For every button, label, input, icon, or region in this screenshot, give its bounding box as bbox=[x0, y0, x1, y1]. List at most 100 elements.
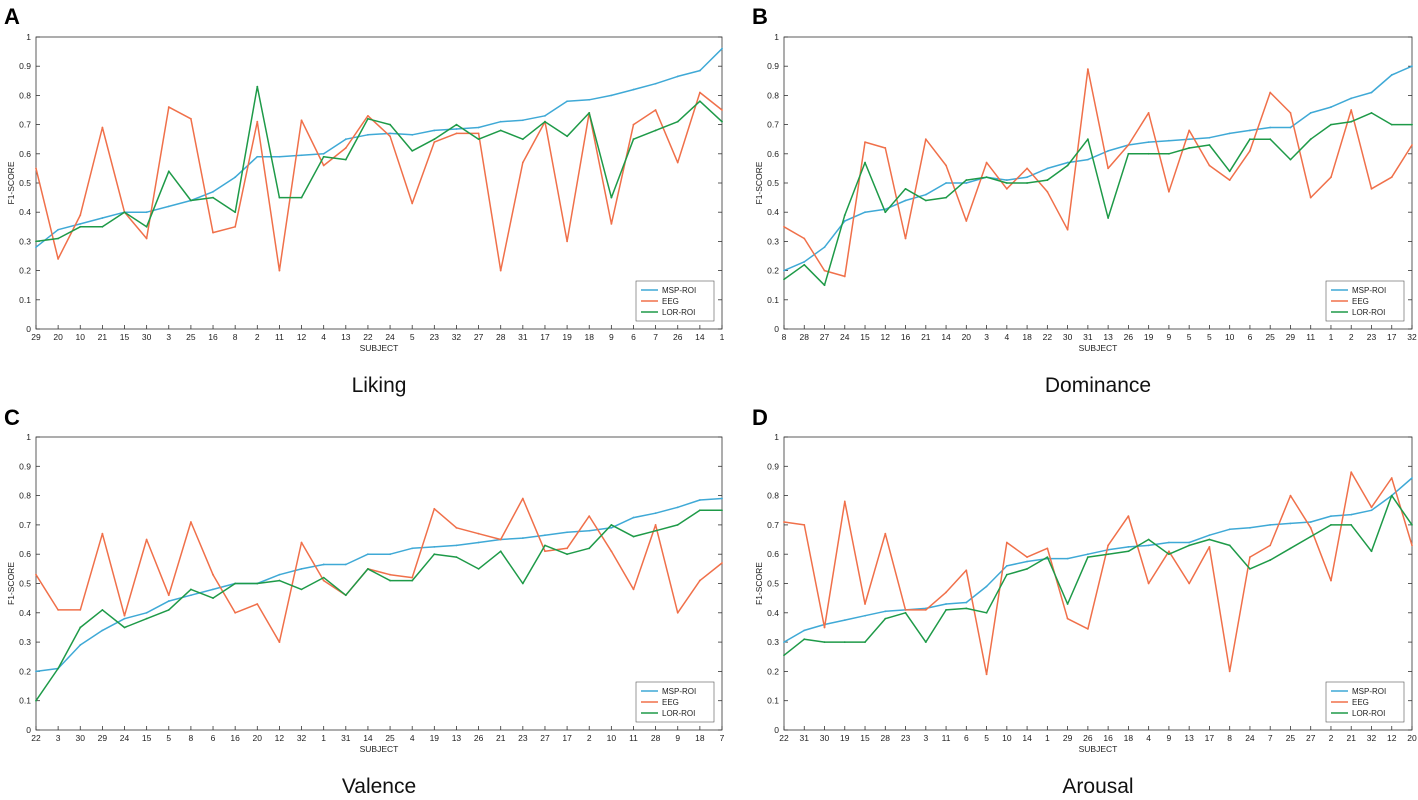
legend-label: MSP-ROI bbox=[1352, 286, 1386, 295]
data-point bbox=[676, 161, 679, 164]
x-tick-label: 15 bbox=[860, 733, 870, 743]
legend-label: EEG bbox=[1352, 698, 1369, 707]
x-tick-label: 20 bbox=[1407, 733, 1417, 743]
y-axis-label: F1-SCORE bbox=[6, 562, 16, 605]
y-tick-label: 0.6 bbox=[767, 549, 779, 559]
data-point bbox=[1086, 138, 1089, 141]
data-point bbox=[123, 614, 126, 617]
data-point bbox=[1390, 123, 1393, 126]
data-point bbox=[945, 182, 947, 184]
data-point bbox=[1350, 471, 1353, 474]
y-tick-label: 0.6 bbox=[19, 549, 31, 559]
data-point bbox=[654, 524, 657, 526]
data-point bbox=[654, 529, 657, 532]
data-point bbox=[212, 190, 214, 193]
x-tick-label: 1 bbox=[720, 332, 725, 342]
data-point bbox=[566, 135, 568, 138]
x-tick-label: 20 bbox=[253, 733, 263, 743]
data-point bbox=[256, 120, 259, 123]
data-point bbox=[924, 138, 927, 141]
data-point bbox=[654, 129, 657, 132]
x-tick-label: 7 bbox=[720, 733, 725, 743]
data-point bbox=[610, 222, 613, 225]
data-point bbox=[344, 138, 347, 141]
y-tick-label: 0.1 bbox=[767, 295, 779, 305]
x-tick-label: 18 bbox=[695, 733, 705, 743]
data-point bbox=[322, 155, 325, 158]
data-point bbox=[1228, 132, 1231, 135]
data-point bbox=[300, 541, 303, 544]
x-tick-label: 6 bbox=[211, 733, 216, 743]
data-point bbox=[1411, 65, 1413, 68]
x-tick-label: 11 bbox=[629, 733, 638, 743]
legend-label: EEG bbox=[662, 698, 679, 707]
data-point bbox=[566, 240, 568, 243]
data-point bbox=[79, 608, 82, 611]
x-tick-label: 10 bbox=[1225, 332, 1235, 342]
legend: MSP-ROI EEG LOR-ROI bbox=[1325, 681, 1405, 723]
data-point bbox=[411, 547, 414, 550]
y-tick-label: 0.1 bbox=[19, 295, 31, 305]
data-point bbox=[965, 182, 968, 184]
data-point bbox=[212, 196, 214, 199]
y-tick-label: 1 bbox=[774, 432, 779, 442]
data-point bbox=[57, 258, 60, 260]
x-tick-label: 16 bbox=[1103, 733, 1113, 743]
data-point bbox=[322, 164, 325, 167]
data-point bbox=[610, 196, 613, 199]
data-point bbox=[234, 225, 237, 228]
x-tick-label: 17 bbox=[562, 733, 572, 743]
data-point bbox=[190, 117, 192, 120]
data-point bbox=[843, 214, 846, 217]
data-point bbox=[300, 119, 303, 122]
data-point bbox=[588, 547, 591, 550]
data-point bbox=[1107, 553, 1110, 556]
y-tick-label: 0.9 bbox=[19, 461, 31, 471]
data-point bbox=[676, 120, 679, 123]
data-point bbox=[499, 120, 502, 123]
data-point bbox=[698, 69, 701, 72]
data-point bbox=[35, 573, 37, 576]
data-point bbox=[676, 611, 679, 614]
x-tick-label: 5 bbox=[1207, 332, 1212, 342]
data-point bbox=[864, 641, 866, 643]
x-axis-label: SUBJECT bbox=[1079, 744, 1118, 754]
data-point bbox=[411, 149, 414, 152]
data-point bbox=[256, 603, 259, 605]
data-point bbox=[1390, 176, 1393, 179]
data-point bbox=[698, 499, 701, 501]
data-point bbox=[212, 573, 214, 576]
data-point bbox=[1188, 138, 1191, 141]
data-point bbox=[843, 619, 846, 622]
data-point bbox=[884, 617, 887, 620]
x-tick-label: 24 bbox=[840, 332, 850, 342]
data-point bbox=[433, 138, 436, 141]
panel-letter: A bbox=[4, 4, 20, 29]
x-tick-label: 31 bbox=[518, 332, 528, 342]
x-tick-label: 21 bbox=[496, 733, 506, 743]
data-point bbox=[1086, 556, 1089, 559]
x-tick-label: 24 bbox=[120, 733, 130, 743]
data-point bbox=[477, 567, 480, 570]
x-tick-label: 27 bbox=[540, 733, 550, 743]
data-point bbox=[1208, 136, 1211, 139]
data-point bbox=[1309, 526, 1312, 529]
data-point bbox=[632, 535, 635, 538]
x-tick-label: 8 bbox=[189, 733, 194, 743]
y-tick-label: 0.6 bbox=[19, 149, 31, 159]
y-tick-label: 0.2 bbox=[767, 266, 779, 276]
y-tick-label: 0 bbox=[26, 324, 31, 334]
x-tick-label: 23 bbox=[1367, 332, 1377, 342]
data-point bbox=[35, 167, 37, 170]
data-point bbox=[1370, 112, 1373, 114]
data-point bbox=[278, 573, 281, 576]
data-point bbox=[322, 152, 325, 155]
x-tick-label: 30 bbox=[820, 733, 830, 743]
data-point bbox=[300, 196, 303, 199]
data-point bbox=[924, 608, 927, 611]
x-tick-label: 31 bbox=[800, 733, 810, 743]
y-tick-label: 0.7 bbox=[767, 520, 779, 530]
data-point bbox=[1249, 556, 1251, 559]
data-point bbox=[1168, 152, 1170, 155]
data-point bbox=[1309, 196, 1312, 199]
